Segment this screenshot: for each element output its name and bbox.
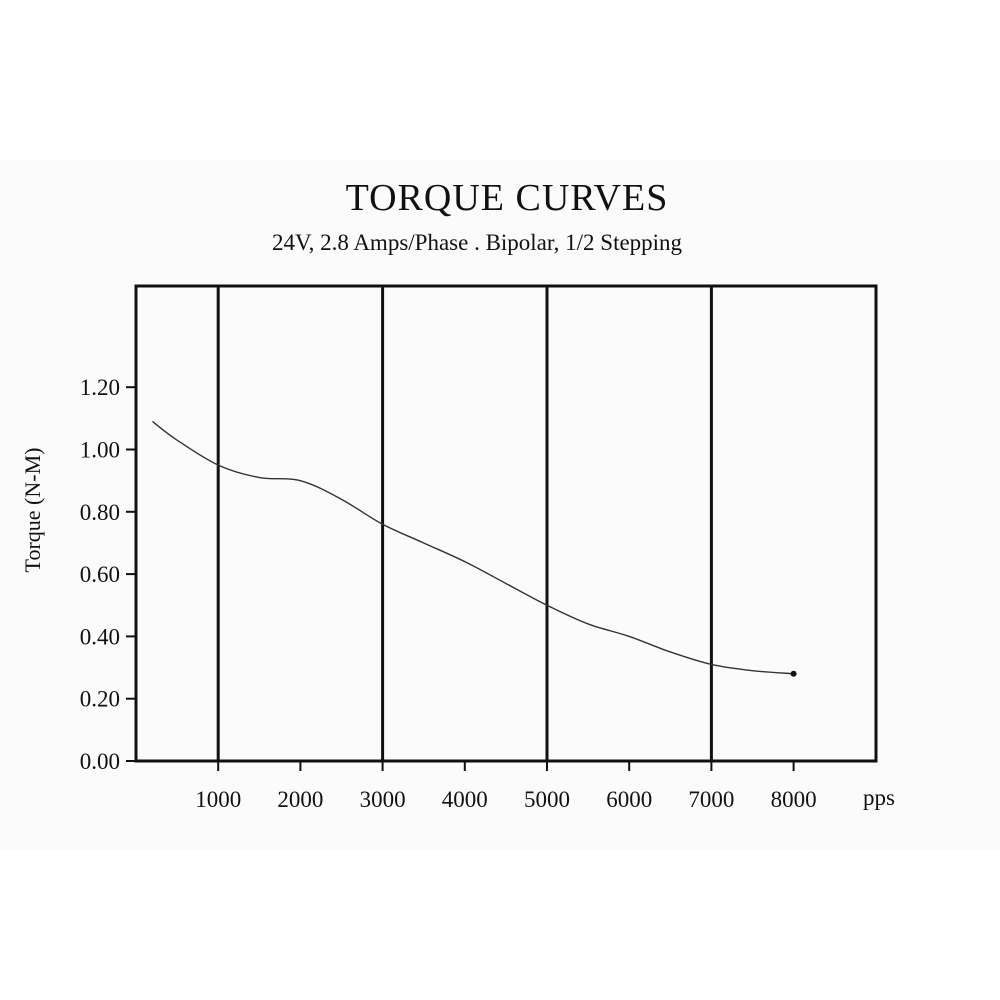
y-axis-ticks: 0.00 0.20 0.40 0.60 0.80 1.00 1.20 bbox=[80, 375, 136, 774]
chart-background-panel bbox=[0, 160, 1000, 850]
chart-title: TORQUE CURVES bbox=[346, 177, 669, 219]
chart-subtitle: 24V, 2.8 Amps/Phase . Bipolar, 1/2 Stepp… bbox=[272, 230, 683, 255]
plot-frame bbox=[134, 284, 878, 763]
y-tick-label: 1.00 bbox=[80, 438, 120, 463]
x-tick-label: 1000 bbox=[195, 787, 241, 812]
x-tick-label: 3000 bbox=[360, 787, 406, 812]
x-axis-ticks: 1000 2000 3000 4000 5000 6000 7000 8000 bbox=[195, 761, 817, 812]
y-tick-label: 0.80 bbox=[80, 500, 120, 525]
y-tick-label: 0.20 bbox=[80, 687, 120, 712]
x-tick-label: 6000 bbox=[606, 787, 652, 812]
y-axis-label: Torque (N-M) bbox=[20, 448, 45, 573]
x-tick-label: 8000 bbox=[771, 787, 817, 812]
vertical-grid-lines bbox=[216, 286, 713, 761]
x-tick-label: 4000 bbox=[442, 787, 488, 812]
series-layer bbox=[152, 420, 797, 677]
x-tick-label: 7000 bbox=[688, 787, 734, 812]
y-tick-label: 1.20 bbox=[80, 375, 120, 400]
x-axis-unit-label: pps bbox=[863, 785, 895, 810]
torque-curve-endpoint bbox=[790, 670, 797, 677]
y-tick-label: 0.00 bbox=[80, 749, 120, 774]
x-tick-label: 2000 bbox=[277, 787, 323, 812]
x-tick-label: 5000 bbox=[524, 787, 570, 812]
y-tick-label: 0.40 bbox=[80, 624, 120, 649]
y-tick-label: 0.60 bbox=[80, 562, 120, 587]
torque-curve-line bbox=[152, 420, 794, 675]
